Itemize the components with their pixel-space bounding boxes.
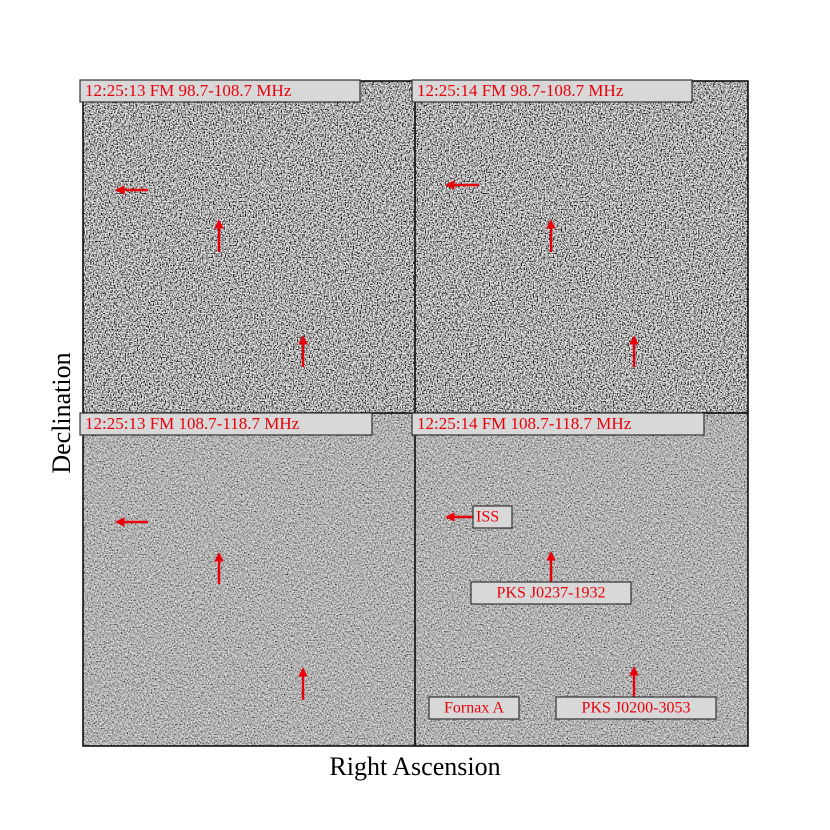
annotation: Fornax A bbox=[444, 700, 504, 717]
panel-title: 12:25:14 FM 108.7-118.7 MHz bbox=[417, 414, 632, 433]
x-axis-label: Right Ascension bbox=[329, 752, 500, 781]
annotation: PKS J0237-1932 bbox=[497, 585, 606, 602]
panel-title: 12:25:14 FM 98.7-108.7 MHz bbox=[417, 81, 624, 100]
image-panel bbox=[415, 81, 748, 413]
image-panel bbox=[83, 413, 415, 746]
panel-title: 12:25:13 FM 98.7-108.7 MHz bbox=[85, 81, 292, 100]
annotation: ISS bbox=[476, 509, 499, 526]
image-panel bbox=[415, 413, 748, 746]
annotation: PKS J0200-3053 bbox=[582, 700, 691, 717]
panel-title: 12:25:13 FM 108.7-118.7 MHz bbox=[85, 414, 300, 433]
arrows bbox=[115, 180, 639, 700]
image-panel bbox=[83, 81, 415, 413]
y-axis-label: Declination bbox=[47, 352, 76, 473]
